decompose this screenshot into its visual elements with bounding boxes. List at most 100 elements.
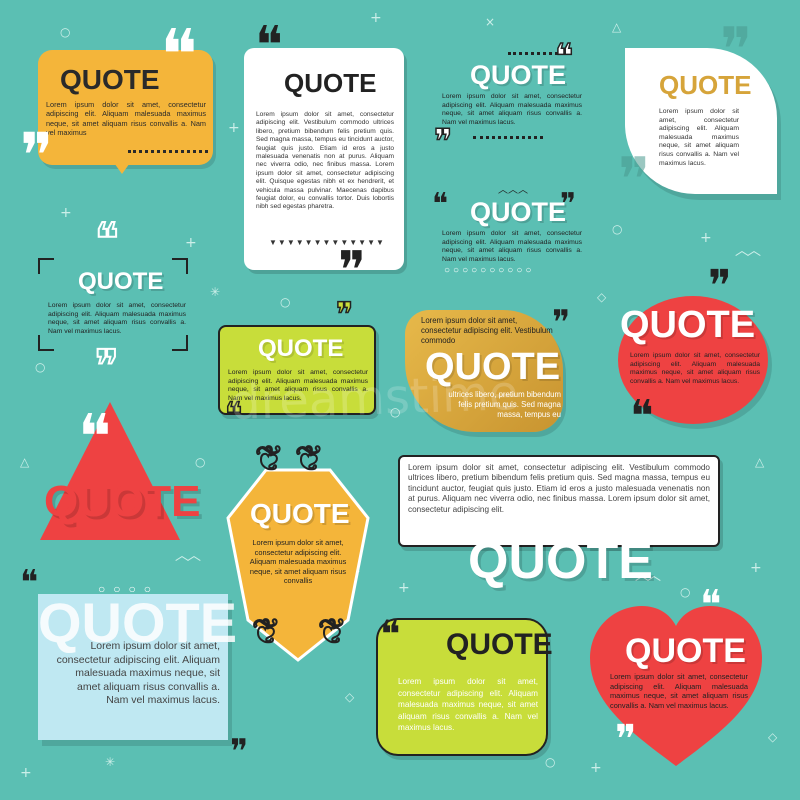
quote-mark-icon: ❝: [255, 16, 283, 76]
plus-icon: +: [590, 760, 602, 776]
outline-quote-mid: ︿︿︿ QUOTE Lorem ipsum dolor sit amet, co…: [438, 185, 588, 277]
wide-white-quote: Lorem ipsum dolor sit amet, consectetur …: [398, 455, 720, 547]
diamond-icon: ◇: [345, 690, 355, 704]
quote-mark-icon: ❝: [700, 582, 722, 628]
quote-title: QUOTE: [258, 335, 344, 362]
quote-body: Lorem ipsum dolor sit amet, consectetur …: [659, 108, 739, 167]
quote-mark-icon: ❝: [160, 14, 198, 96]
triangle-icon: △: [755, 455, 765, 469]
zigzag-icon: ︿︿: [635, 568, 661, 584]
circle-icon: ○: [390, 405, 401, 419]
bracket-quote-box: QUOTE Lorem ipsum dolor sit amet, consec…: [38, 258, 188, 351]
ring-holes: ○○○○: [98, 582, 159, 596]
circle-icon: ○: [195, 455, 206, 469]
quote-mark-icon: ❞: [618, 145, 651, 215]
plus-icon: +: [398, 580, 410, 596]
quote-body: Lorem ipsum dolor sit amet, consectetur …: [408, 463, 710, 514]
quote-title: QUOTE: [470, 197, 567, 227]
circle-icon: ○: [280, 295, 291, 309]
quote-body: Lorem ipsum dolor sit amet, consectetur …: [56, 640, 220, 707]
triangle-icon: △: [612, 20, 622, 34]
plus-icon: +: [370, 10, 382, 26]
diamond-icon: ◇: [597, 290, 607, 304]
dotted-divider: [473, 136, 543, 139]
quote-title: QUOTE: [659, 70, 752, 100]
circle-icon: ○: [680, 585, 691, 599]
quote-body: Lorem ipsum dolor sit amet, consectetur …: [249, 538, 347, 586]
dotted-divider: [128, 150, 208, 153]
dotted-divider: [508, 52, 558, 55]
orange-shield-shape: [226, 468, 370, 662]
quote-title: QUOTE: [60, 64, 160, 95]
circle-icon: ○: [612, 222, 623, 236]
sun-icon: ✳: [105, 755, 116, 769]
quote-lead: Lorem ipsum dolor sit amet, consectetur …: [421, 316, 553, 345]
quote-body: ultrices libero, pretium bibendum felis …: [448, 390, 561, 419]
quote-mark-icon: ❝: [432, 187, 449, 222]
sun-icon: ✳: [210, 285, 221, 299]
orange-speech-bubble: QUOTE Lorem ipsum dolor sit amet, consec…: [38, 50, 213, 165]
quote-body: Lorem ipsum dolor sit amet, consectetur …: [398, 677, 538, 733]
quote-mark-icon: ❝: [20, 563, 39, 603]
swirl-quote-icon: ❝: [224, 396, 243, 432]
swirl-icon: ❦: [294, 440, 324, 478]
quote-body: Lorem ipsum dolor sit amet, consectetur …: [256, 111, 394, 211]
lime-notch-quote: QUOTE Lorem ipsum dolor sit amet, consec…: [376, 618, 553, 756]
circle-icon: ○: [35, 360, 46, 374]
quote-body: Lorem ipsum dolor sit amet, consectetur …: [442, 230, 582, 263]
red-quote-bubble: QUOTE Lorem ipsum dolor sit amet, consec…: [618, 296, 768, 424]
corner-bracket: [172, 258, 188, 274]
quote-mark-icon: ❞: [720, 15, 753, 85]
quote-mark-icon: ❝: [380, 612, 401, 656]
quote-title: QUOTE: [78, 268, 164, 295]
quote-mark-icon: ❞: [20, 119, 54, 192]
quote-title: QUOTE: [470, 60, 567, 90]
plus-icon: +: [700, 230, 712, 246]
quote-title: QUOTE: [625, 632, 746, 670]
quote-mark-icon: ❞: [552, 303, 571, 343]
triangle-divider: ▼▼▼▼▼▼▼▼▼▼▼▼▼: [269, 238, 385, 247]
quote-title: QUOTE: [425, 346, 561, 388]
leaf-quote-card: QUOTE Lorem ipsum dolor sit amet, consec…: [625, 48, 777, 194]
zigzag-icon: ︿︿: [735, 243, 761, 259]
quote-title: QUOTE: [38, 591, 238, 654]
quote-mark-icon: ❞: [230, 732, 249, 772]
quote-mark-icon: ❞: [338, 241, 366, 301]
swirl-icon: ❦: [251, 613, 281, 651]
quote-title: QUOTE: [44, 477, 201, 526]
white-quote-card: QUOTE Lorem ipsum dolor sit amet, consec…: [244, 48, 404, 270]
corner-bracket: [38, 258, 54, 274]
plus-icon: +: [60, 205, 72, 221]
red-heart-shape: [590, 606, 762, 766]
corner-bracket: [38, 335, 54, 351]
quote-mark-icon: ❝: [630, 391, 654, 442]
plus-icon: +: [185, 235, 197, 251]
bubble-tail: [112, 160, 132, 174]
quote-body: Lorem ipsum dolor sit amet, consectetur …: [46, 100, 206, 138]
quote-mark-icon: ❝: [78, 400, 112, 473]
triangle-icon: △: [20, 455, 30, 469]
quote-title: QUOTE: [468, 532, 653, 590]
quote-title: QUOTE: [284, 68, 377, 98]
plus-icon: +: [750, 560, 762, 576]
zigzag-icon: ︿︿: [175, 548, 201, 564]
swirl-icon: ❦: [254, 440, 284, 478]
quote-mark-icon: ❞: [615, 717, 637, 763]
red-triangle-shape: [40, 402, 180, 540]
swirl-icon: ❦: [317, 613, 347, 651]
zigzag-icon: ︿︿︿: [498, 185, 528, 196]
quote-mark-icon: ❞: [708, 261, 732, 312]
swirl-quote-icon: ❞: [433, 123, 453, 161]
quote-body: Lorem ipsum dolor sit amet, consectetur …: [442, 93, 582, 126]
lime-quote-box: QUOTE Lorem ipsum dolor sit amet, consec…: [218, 325, 376, 415]
swirl-quote-icon: ❝: [554, 38, 574, 76]
quote-body: Lorem ipsum dolor sit amet, consectetur …: [48, 302, 186, 335]
quote-title: QUOTE: [620, 304, 756, 346]
circle-icon: ○: [60, 25, 71, 39]
plus-icon: +: [228, 120, 240, 136]
quote-body: Lorem ipsum dolor sit amet, consectetur …: [630, 352, 760, 385]
plus-icon: +: [20, 765, 32, 781]
watermark: dreamstime: [229, 364, 520, 432]
gold-quote-blob: Lorem ipsum dolor sit amet, consectetur …: [405, 310, 563, 432]
quote-title: QUOTE: [250, 498, 350, 529]
